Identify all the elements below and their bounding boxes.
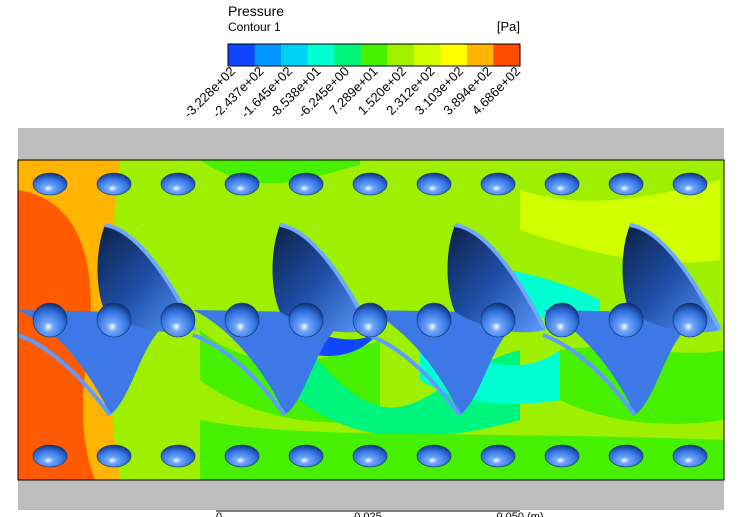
half-sphere [96,444,132,468]
helix-edge [192,333,287,417]
ruler-label: 0.050 (m) [496,511,543,517]
helix-edge [454,223,547,331]
half-sphere [160,444,196,468]
half-sphere [32,444,68,468]
colorbar-band [493,44,521,66]
sphere [608,302,644,338]
colorbar-labels: -3.228e+02-2.437e+02-1.645e+02-8.538e+01… [181,64,523,121]
sphere [416,302,452,338]
half-sphere [32,172,68,196]
helix-edge [542,333,637,417]
sphere [288,302,324,338]
helix-blade-face [193,310,335,415]
helix-blade-face [368,310,510,415]
helix-edge [18,333,112,417]
geometry [18,172,722,468]
helix-edge [367,333,462,417]
legend-title: Pressure [228,3,284,19]
colorbar-band [360,44,388,66]
sphere [672,302,708,338]
sphere [224,302,260,338]
wall-top [18,128,724,160]
legend-unit: [Pa] [497,19,520,34]
half-sphere [96,172,132,196]
half-sphere [672,444,708,468]
colorbar-frame [227,43,521,67]
wall-bottom [18,480,724,510]
half-sphere [288,172,324,196]
sphere [544,302,580,338]
half-sphere [544,444,580,468]
half-sphere [608,444,644,468]
sphere [96,302,132,338]
colorbar-band [466,44,494,66]
colorbar-band [440,44,468,66]
sphere [352,302,388,338]
sphere [480,302,516,338]
ruler-label: 0.025 [354,511,382,517]
half-sphere [672,172,708,196]
colorbar-band [307,44,335,66]
sphere [160,302,196,338]
colorbar-band [254,44,282,66]
half-sphere [480,444,516,468]
half-sphere [224,444,260,468]
legend-subtitle: Contour 1 [228,20,281,34]
half-sphere [608,172,644,196]
helix-blade-face [18,310,160,415]
colorbar-band [281,44,309,66]
colorbar-band [228,44,256,66]
sphere [32,302,68,338]
half-sphere [224,172,260,196]
colorbar-band [387,44,415,66]
half-sphere [352,444,388,468]
colorbar-band [334,44,362,66]
colorbar-band [413,44,441,66]
half-sphere [544,172,580,196]
colorbar [227,43,521,67]
helix-blade-face [543,310,685,415]
half-sphere [416,172,452,196]
half-sphere [352,172,388,196]
ruler-label: 0 [216,511,222,517]
ruler: 0 0.025 0.050 (m) [216,510,544,517]
helix-edge [629,223,722,331]
helix-blade [447,225,545,333]
domain-border [17,159,725,481]
half-sphere [160,172,196,196]
half-sphere [480,172,516,196]
half-sphere [416,444,452,468]
half-sphere [288,444,324,468]
